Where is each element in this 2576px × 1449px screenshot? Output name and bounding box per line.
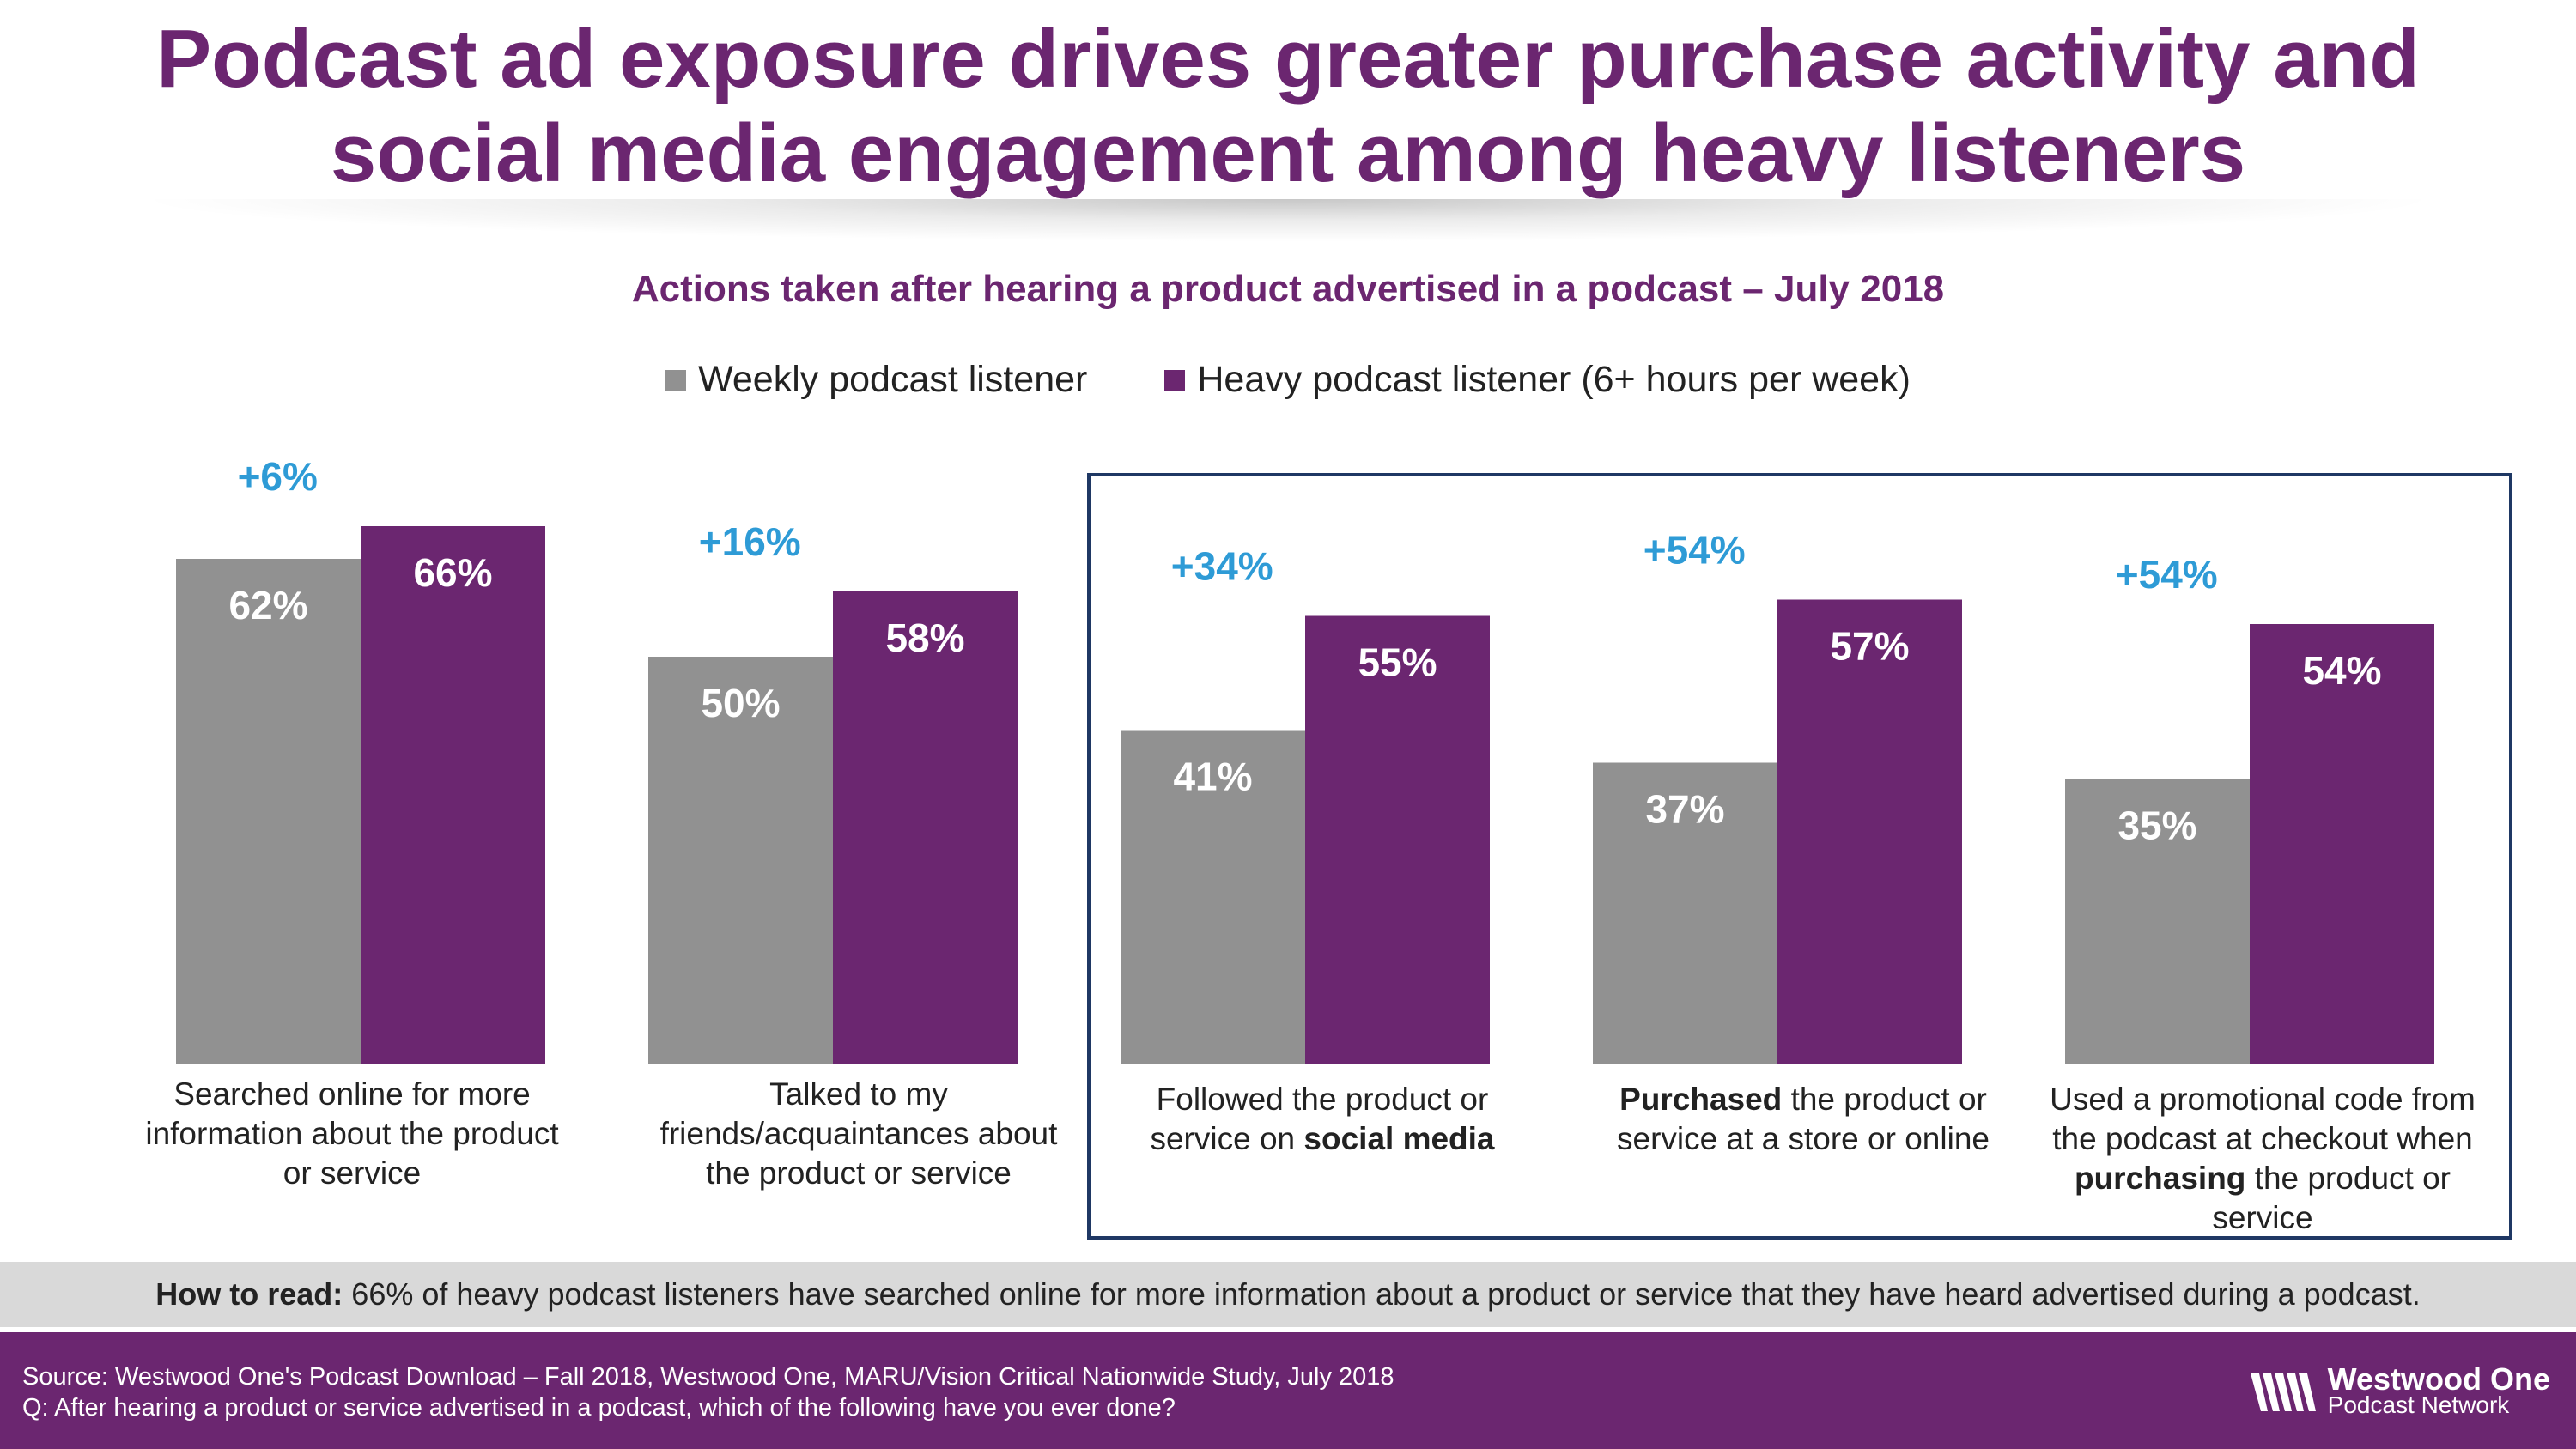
bar-weekly-2 xyxy=(648,657,833,1064)
title-line-2: social media engagement among heavy list… xyxy=(330,107,2246,199)
lift-label-3: +34% xyxy=(1171,544,1273,589)
category-label-2: Talked to my friends/acquaintances about… xyxy=(635,1075,1082,1193)
data-label-heavy-4: 57% xyxy=(1830,624,1909,669)
bar-weekly-4 xyxy=(1593,762,1777,1064)
bar-weekly-5 xyxy=(2065,779,2250,1064)
data-label-heavy-1: 66% xyxy=(413,550,492,595)
legend-label-weekly: Weekly podcast listener xyxy=(698,359,1088,400)
category-label-3-bold: social media xyxy=(1303,1121,1495,1156)
legend-item-heavy: Heavy podcast listener (6+ hours per wee… xyxy=(1164,359,1911,401)
data-label-heavy-5: 54% xyxy=(2302,648,2381,693)
category-label-3-text: Followed the product or service on xyxy=(1150,1082,1489,1156)
how-to-read-label: How to read: xyxy=(155,1276,343,1312)
bar-heavy-5 xyxy=(2250,624,2434,1064)
category-label-5-text: Used a promotional code from the podcast… xyxy=(2050,1082,2476,1156)
lift-label-4: +54% xyxy=(1643,528,1746,573)
category-label-5-text-end: the product or service xyxy=(2212,1161,2451,1235)
lift-label-2: +16% xyxy=(699,519,801,564)
category-label-1-text: Searched online for more information abo… xyxy=(145,1076,559,1191)
bar-group: 62% 66% +6% 50% 58% +16% 41% 55% +34% 37% 57% +54% 3… xyxy=(176,454,2434,1064)
data-label-weekly-5: 35% xyxy=(2117,803,2196,848)
chart-subtitle: Actions taken after hearing a product ad… xyxy=(631,268,1945,310)
highlight-box xyxy=(1087,473,2512,1240)
data-label-weekly-4: 37% xyxy=(1645,787,1724,832)
source-text: Source: Westwood One's Podcast Download … xyxy=(22,1363,1394,1391)
logo-name: Westwood One xyxy=(2327,1361,2550,1397)
category-label-3: Followed the product or service on socia… xyxy=(1116,1080,1528,1159)
bar-heavy-2 xyxy=(833,591,1018,1064)
bar-heavy-4 xyxy=(1777,599,1962,1064)
bar-weekly-3 xyxy=(1121,730,1305,1064)
bar-heavy-3 xyxy=(1305,615,1490,1064)
westwood-wave-icon xyxy=(2250,1373,2316,1411)
data-label-weekly-1: 62% xyxy=(228,583,307,627)
question-text: Q: After hearing a product or service ad… xyxy=(22,1394,1176,1422)
legend-item-weekly: Weekly podcast listener xyxy=(665,359,1087,401)
category-label-2-text: Talked to my friends/acquaintances about… xyxy=(659,1076,1058,1191)
category-label-1: Searched online for more information abo… xyxy=(137,1075,567,1193)
category-label-4-bold: Purchased xyxy=(1619,1082,1783,1117)
footer-source: Source: Westwood One's Podcast Download … xyxy=(22,1361,1394,1423)
category-label-5: Used a promotional code from the podcast… xyxy=(2044,1080,2482,1238)
how-to-read-text: 66% of heavy podcast listeners have sear… xyxy=(351,1276,2421,1312)
chart-legend: Weekly podcast listener Heavy podcast li… xyxy=(0,359,2576,401)
bar-chart: 62% 66% +6% 50% 58% +16% 41% 55% +34% 37% 57% +54% 3… xyxy=(176,454,2512,1240)
data-label-weekly-2: 50% xyxy=(701,681,780,725)
bar-weekly-1 xyxy=(176,559,361,1064)
title-shadow-divider xyxy=(129,199,2447,242)
category-label-4: Purchased the product or service at a st… xyxy=(1597,1080,2009,1159)
data-label-heavy-2: 58% xyxy=(885,615,964,660)
how-to-read-bar: How to read: 66% of heavy podcast listen… xyxy=(0,1262,2576,1327)
lift-label-1: +6% xyxy=(238,454,318,499)
data-label-heavy-3: 55% xyxy=(1358,640,1437,685)
westwood-one-logo: Westwood One Podcast Network xyxy=(2249,1361,2550,1418)
title-line-1: Podcast ad exposure drives greater purch… xyxy=(156,13,2420,105)
footer: Source: Westwood One's Podcast Download … xyxy=(0,1332,2576,1449)
logo-subtitle: Podcast Network xyxy=(2327,1391,2510,1418)
legend-swatch-weekly xyxy=(665,369,687,391)
data-label-weekly-3: 41% xyxy=(1173,755,1252,799)
bar-heavy-1 xyxy=(361,526,545,1064)
legend-swatch-heavy xyxy=(1164,369,1186,391)
lift-label-5: +54% xyxy=(2116,552,2218,597)
page-title: Podcast ad exposure drives greater purch… xyxy=(0,12,2576,201)
legend-label-heavy: Heavy podcast listener (6+ hours per wee… xyxy=(1197,359,1911,400)
category-label-5-bold: purchasing xyxy=(2074,1161,2246,1196)
category-label-4-text: the product or service at a store or onl… xyxy=(1617,1082,1990,1156)
